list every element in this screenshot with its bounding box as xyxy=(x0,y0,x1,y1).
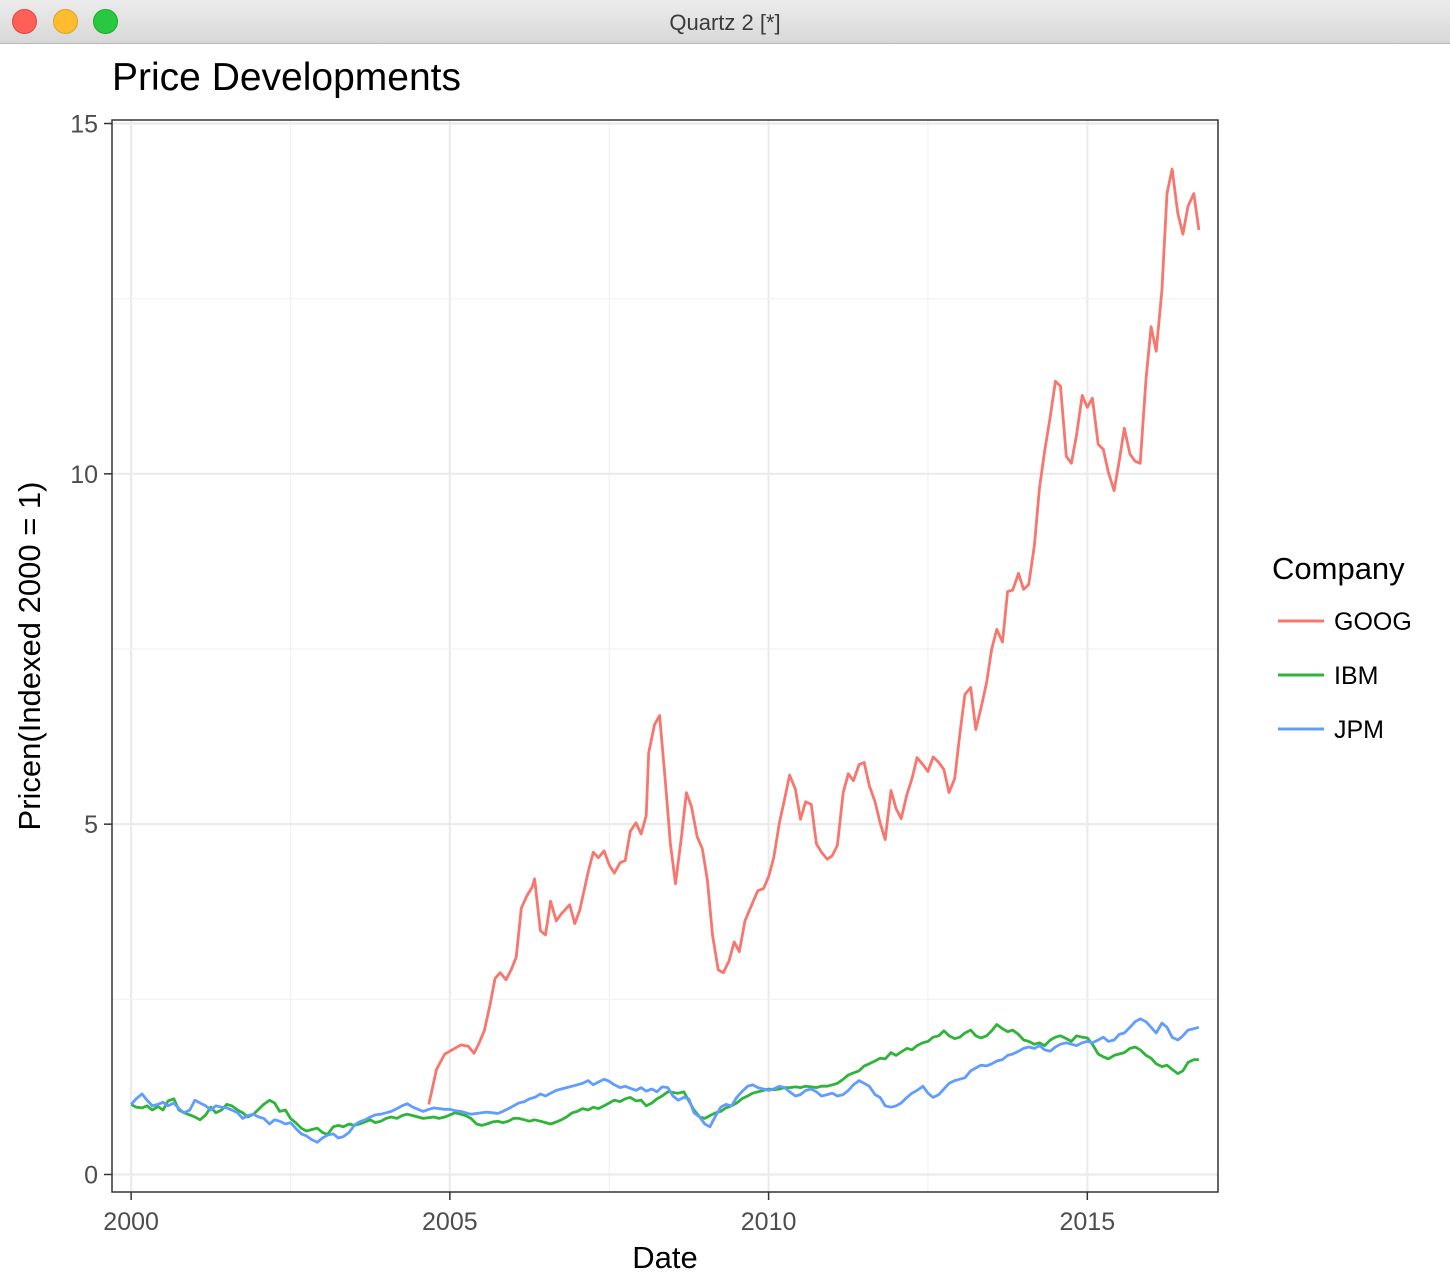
zoom-window-button[interactable] xyxy=(93,9,118,34)
window-titlebar: Quartz 2 [*] xyxy=(0,0,1450,44)
plot-grid xyxy=(112,120,1218,1192)
y-tick-label: 5 xyxy=(84,811,98,839)
legend-title: Company xyxy=(1272,551,1405,586)
y-tick-label: 0 xyxy=(84,1161,98,1189)
series-layer xyxy=(130,167,1201,1144)
minimize-window-button[interactable] xyxy=(53,9,78,34)
axes: 2000 2005 2010 2015 0 5 10 15 xyxy=(70,111,1115,1236)
legend: GOOG IBM JPM xyxy=(1278,608,1412,744)
series-line-goog xyxy=(427,167,1201,1105)
x-tick-label: 2005 xyxy=(422,1208,478,1236)
price-chart: Price Developments 2000 2005 2010 2015 0 5 10 1… xyxy=(12,56,1412,1275)
series-line-jpm xyxy=(130,1017,1200,1144)
chart-title: Price Developments xyxy=(112,56,461,99)
window-title: Quartz 2 [*] xyxy=(669,10,781,35)
x-tick-label: 2000 xyxy=(103,1208,159,1236)
x-tick-label: 2015 xyxy=(1060,1208,1116,1236)
plot-border xyxy=(111,119,1219,1193)
x-tick-label: 2010 xyxy=(741,1208,797,1236)
series-line-ibm xyxy=(130,1023,1199,1136)
plot-panel xyxy=(112,120,1218,1192)
x-axis-label: Date xyxy=(632,1240,697,1275)
close-window-button[interactable] xyxy=(12,9,37,34)
y-tick-label: 15 xyxy=(70,111,98,139)
legend-label-goog: GOOG xyxy=(1334,608,1412,636)
y-tick-label: 10 xyxy=(70,461,98,489)
legend-label-jpm: JPM xyxy=(1334,716,1384,744)
y-axis-label: Pricen(Indexed 2000 = 1) xyxy=(12,482,47,831)
legend-label-ibm: IBM xyxy=(1334,662,1378,690)
